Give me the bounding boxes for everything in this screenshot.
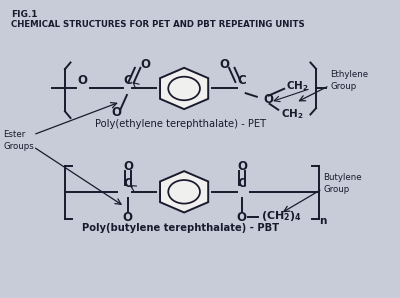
Text: Poly(ethylene terephthalate) - PET: Poly(ethylene terephthalate) - PET <box>94 119 266 130</box>
Text: O: O <box>123 211 133 224</box>
Text: C: C <box>123 177 132 190</box>
Text: $\mathbf{CH_2}$: $\mathbf{CH_2}$ <box>281 108 303 121</box>
Text: n: n <box>319 216 326 226</box>
Text: O: O <box>112 106 122 119</box>
Text: Poly(butylene terephthalate) - PBT: Poly(butylene terephthalate) - PBT <box>82 223 279 233</box>
Text: O: O <box>78 74 88 87</box>
Text: Ethylene
Group: Ethylene Group <box>330 70 368 91</box>
Text: O: O <box>238 160 248 173</box>
Text: O: O <box>263 93 273 105</box>
Text: Butylene
Group: Butylene Group <box>323 173 362 194</box>
Text: $\mathbf{CH_2}$: $\mathbf{CH_2}$ <box>286 79 309 93</box>
Text: $\mathbf{(CH_2)_4}$: $\mathbf{(CH_2)_4}$ <box>261 209 302 223</box>
Text: O: O <box>124 160 134 173</box>
Text: O: O <box>219 58 229 71</box>
Polygon shape <box>160 68 208 109</box>
Text: O: O <box>140 58 150 71</box>
Text: C: C <box>123 74 132 87</box>
Text: O: O <box>237 211 247 224</box>
Text: C: C <box>237 74 246 87</box>
Text: FIG.1: FIG.1 <box>11 10 38 19</box>
Text: C: C <box>237 177 246 190</box>
Polygon shape <box>160 171 208 212</box>
Text: Ester
Groups: Ester Groups <box>3 130 34 151</box>
Text: CHEMICAL STRUCTURES FOR PET AND PBT REPEATING UNITS: CHEMICAL STRUCTURES FOR PET AND PBT REPE… <box>11 20 305 29</box>
